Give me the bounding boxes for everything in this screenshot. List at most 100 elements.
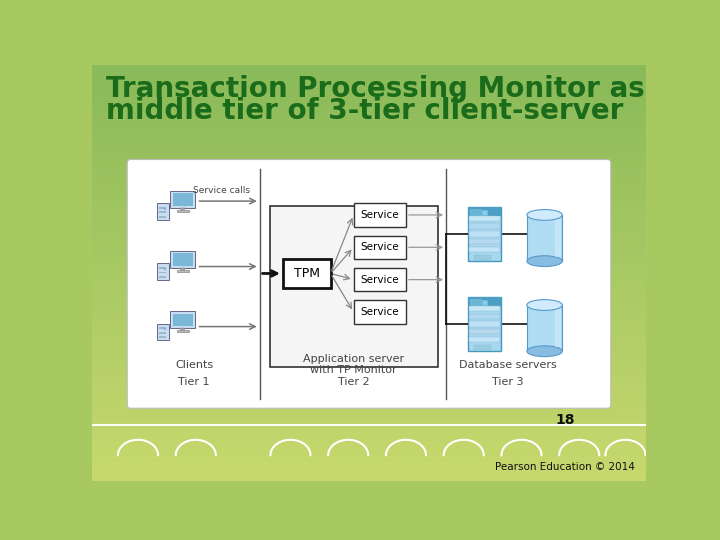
Bar <box>467 298 501 307</box>
Bar <box>92 227 647 231</box>
Bar <box>469 306 500 311</box>
Bar <box>92 206 647 211</box>
Text: with TP Monitor: with TP Monitor <box>310 364 397 375</box>
Bar <box>92 300 647 304</box>
Bar <box>92 393 647 397</box>
Bar <box>92 237 647 241</box>
Bar <box>173 193 193 206</box>
Bar <box>92 258 647 262</box>
Bar <box>92 442 647 446</box>
Bar <box>271 206 438 367</box>
Ellipse shape <box>527 346 562 356</box>
Bar <box>92 366 647 370</box>
Bar <box>92 137 647 141</box>
Bar <box>92 217 647 221</box>
Bar <box>176 210 189 212</box>
Bar <box>92 151 647 155</box>
Bar <box>176 269 189 272</box>
Bar <box>92 355 647 359</box>
Bar <box>469 247 500 252</box>
Bar <box>92 112 647 117</box>
Bar <box>92 199 647 204</box>
Polygon shape <box>180 268 185 271</box>
Bar <box>92 317 647 321</box>
Bar <box>157 204 168 220</box>
Bar <box>469 336 500 342</box>
Bar <box>469 224 500 229</box>
Bar <box>92 133 647 138</box>
Bar <box>467 298 501 351</box>
Polygon shape <box>180 328 185 330</box>
Bar <box>92 220 647 224</box>
Bar <box>171 311 195 328</box>
Bar <box>157 264 168 280</box>
Bar <box>92 386 647 390</box>
Bar <box>283 259 330 288</box>
Bar <box>92 161 647 165</box>
Bar <box>92 279 647 283</box>
Bar <box>92 265 647 269</box>
Bar <box>92 407 647 411</box>
FancyBboxPatch shape <box>127 159 611 408</box>
Bar <box>92 296 647 300</box>
Bar <box>92 438 647 442</box>
Bar <box>159 327 166 329</box>
Bar <box>92 469 647 474</box>
Bar <box>157 323 168 340</box>
Bar <box>92 202 647 207</box>
Bar <box>92 338 647 342</box>
Bar <box>482 300 487 305</box>
Bar <box>92 178 647 183</box>
Bar <box>92 68 647 72</box>
Bar <box>92 144 647 148</box>
Bar <box>92 327 647 332</box>
Bar <box>92 251 647 255</box>
Text: Service: Service <box>361 307 399 317</box>
Bar <box>469 329 500 334</box>
Bar <box>92 314 647 318</box>
Bar <box>92 119 647 124</box>
Bar <box>470 299 481 305</box>
Bar <box>92 175 647 179</box>
Bar <box>474 345 490 350</box>
Bar <box>159 212 166 213</box>
Bar <box>354 236 406 259</box>
Bar <box>92 476 647 481</box>
Bar <box>554 219 561 257</box>
Bar <box>92 293 647 297</box>
Bar <box>159 336 166 338</box>
Bar <box>92 185 647 190</box>
Bar <box>92 244 647 248</box>
Bar <box>92 303 647 307</box>
Bar <box>92 189 647 193</box>
Text: Application server: Application server <box>303 354 404 364</box>
Bar <box>92 140 647 145</box>
Bar <box>92 210 647 214</box>
Bar <box>92 168 647 172</box>
Bar <box>92 414 647 418</box>
Bar <box>171 251 195 268</box>
Bar <box>92 85 647 89</box>
Bar <box>92 310 647 314</box>
Bar <box>469 231 500 237</box>
Bar <box>527 215 562 261</box>
Bar <box>92 352 647 356</box>
Bar <box>92 182 647 186</box>
Bar <box>92 449 647 453</box>
Text: Clients: Clients <box>175 360 213 370</box>
Bar <box>92 88 647 92</box>
Bar <box>469 321 500 327</box>
Bar <box>354 268 406 291</box>
Bar <box>159 272 166 273</box>
Text: Service: Service <box>361 275 399 285</box>
Bar <box>354 300 406 323</box>
Circle shape <box>163 328 166 330</box>
Bar <box>92 428 647 432</box>
Bar <box>474 255 490 260</box>
Circle shape <box>163 208 166 210</box>
Bar <box>92 248 647 252</box>
Bar <box>92 282 647 287</box>
Bar <box>469 314 500 319</box>
Ellipse shape <box>527 210 562 220</box>
Bar <box>159 332 166 334</box>
